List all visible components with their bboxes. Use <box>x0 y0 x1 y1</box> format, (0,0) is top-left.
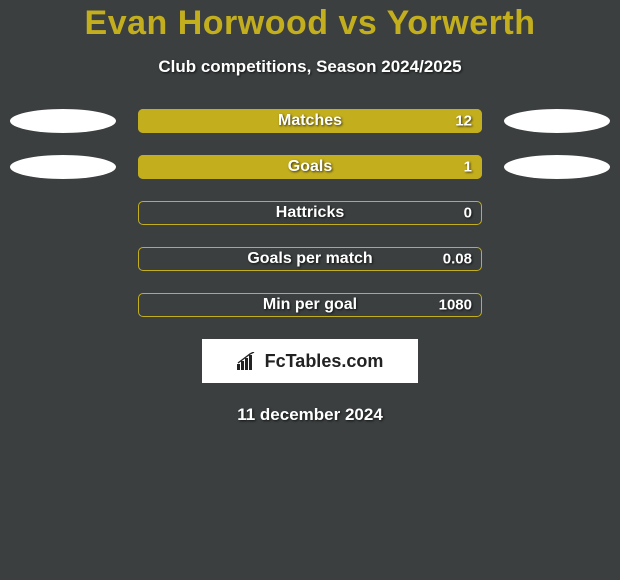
stat-bar: Min per goal 1080 <box>138 293 482 317</box>
stat-row: Goals 1 <box>0 155 620 179</box>
stat-bar: Goals 1 <box>138 155 482 179</box>
left-marker-spacer <box>10 201 116 225</box>
right-marker-spacer <box>504 247 610 271</box>
stat-row: Goals per match 0.08 <box>0 247 620 271</box>
stat-label: Goals per match <box>247 250 372 268</box>
stat-label: Goals <box>288 158 332 176</box>
right-marker-ellipse <box>504 155 610 179</box>
stat-bar: Matches 12 <box>138 109 482 133</box>
stat-value: 12 <box>455 113 472 130</box>
left-marker-spacer <box>10 247 116 271</box>
stat-row: Matches 12 <box>0 109 620 133</box>
stat-rows: Matches 12 Goals 1 Hattricks 0 Goals per match… <box>0 109 620 317</box>
chart-icon <box>237 352 259 370</box>
date-text: 11 december 2024 <box>0 405 620 425</box>
stat-value: 0.08 <box>443 251 472 268</box>
stat-row: Min per goal 1080 <box>0 293 620 317</box>
left-marker-spacer <box>10 293 116 317</box>
stat-label: Hattricks <box>276 204 344 222</box>
stat-label: Matches <box>278 112 342 130</box>
stat-bar: Goals per match 0.08 <box>138 247 482 271</box>
stat-row: Hattricks 0 <box>0 201 620 225</box>
comparison-infographic: Evan Horwood vs Yorwerth Club competitio… <box>0 0 620 425</box>
stat-value: 1080 <box>439 297 472 314</box>
stat-label: Min per goal <box>263 296 357 314</box>
stat-value: 1 <box>464 159 472 176</box>
subtitle: Club competitions, Season 2024/2025 <box>0 57 620 77</box>
brand-badge: FcTables.com <box>202 339 418 383</box>
right-marker-ellipse <box>504 109 610 133</box>
stat-value: 0 <box>464 205 472 222</box>
brand-text: FcTables.com <box>265 351 384 372</box>
page-title: Evan Horwood vs Yorwerth <box>0 4 620 43</box>
stat-bar: Hattricks 0 <box>138 201 482 225</box>
left-marker-ellipse <box>10 109 116 133</box>
right-marker-spacer <box>504 293 610 317</box>
right-marker-spacer <box>504 201 610 225</box>
left-marker-ellipse <box>10 155 116 179</box>
